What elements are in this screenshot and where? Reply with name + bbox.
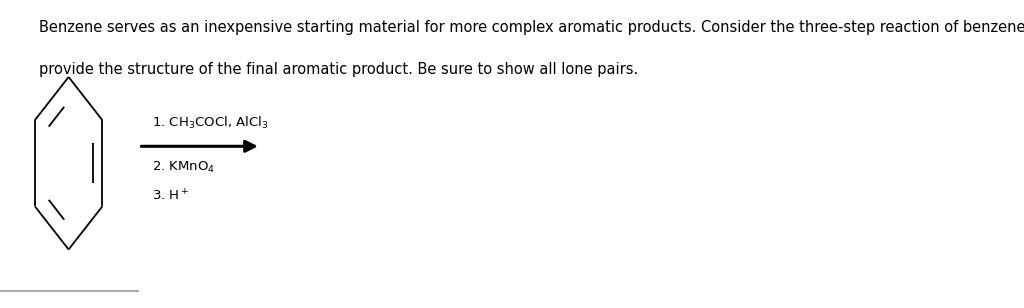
Text: 1. CH$_3$COCl, AlCl$_3$: 1. CH$_3$COCl, AlCl$_3$ [152,115,268,131]
Text: Benzene serves as an inexpensive starting material for more complex aromatic pro: Benzene serves as an inexpensive startin… [39,20,1024,35]
Text: 3. H$^+$: 3. H$^+$ [152,188,189,203]
Text: 2. KMnO$_4$: 2. KMnO$_4$ [152,160,215,176]
Text: provide the structure of the final aromatic product. Be sure to show all lone pa: provide the structure of the final aroma… [39,62,638,77]
